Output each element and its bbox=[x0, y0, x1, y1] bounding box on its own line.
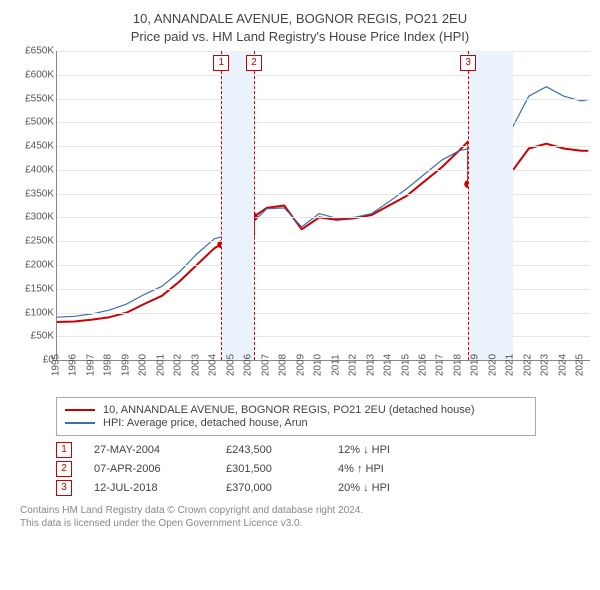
y-tick-label: £50K bbox=[31, 331, 54, 342]
x-tick-label: 1995 bbox=[51, 354, 62, 376]
x-tick-label: 2006 bbox=[243, 354, 254, 376]
title-line2: Price paid vs. HM Land Registry's House … bbox=[10, 28, 590, 46]
x-axis: 1995199619971998199920002001200220032004… bbox=[56, 363, 590, 391]
x-tick-label: 2000 bbox=[138, 354, 149, 376]
event-date: 27-MAY-2004 bbox=[94, 444, 204, 456]
x-tick-label: 1998 bbox=[103, 354, 114, 376]
event-row: 1 27-MAY-2004 £243,500 12% ↓ HPI bbox=[56, 442, 590, 458]
x-tick-label: 2002 bbox=[173, 354, 184, 376]
y-tick-label: £300K bbox=[25, 212, 54, 223]
legend-label: 10, ANNANDALE AVENUE, BOGNOR REGIS, PO21… bbox=[103, 404, 475, 416]
x-tick-label: 1997 bbox=[85, 354, 96, 376]
x-tick-label: 2013 bbox=[365, 354, 376, 376]
legend-swatch bbox=[65, 409, 95, 411]
legend-item: HPI: Average price, detached house, Arun bbox=[65, 417, 527, 429]
footer-line2: This data is licensed under the Open Gov… bbox=[20, 517, 590, 530]
legend-item: 10, ANNANDALE AVENUE, BOGNOR REGIS, PO21… bbox=[65, 404, 527, 416]
x-tick-label: 2014 bbox=[383, 354, 394, 376]
x-tick-label: 2007 bbox=[260, 354, 271, 376]
sale-marker-badge: 3 bbox=[460, 55, 476, 71]
legend-swatch bbox=[65, 422, 95, 424]
event-diff: 20% ↓ HPI bbox=[338, 482, 438, 494]
highlight-band bbox=[221, 51, 254, 360]
x-tick-label: 2012 bbox=[348, 354, 359, 376]
x-tick-label: 2003 bbox=[190, 354, 201, 376]
x-tick-label: 2021 bbox=[505, 354, 516, 376]
x-tick-label: 2020 bbox=[487, 354, 498, 376]
y-tick-label: £450K bbox=[25, 141, 54, 152]
x-tick-label: 2015 bbox=[400, 354, 411, 376]
event-date: 07-APR-2006 bbox=[94, 463, 204, 475]
chart-container: 10, ANNANDALE AVENUE, BOGNOR REGIS, PO21… bbox=[0, 0, 600, 538]
legend-label: HPI: Average price, detached house, Arun bbox=[103, 417, 308, 429]
event-diff: 12% ↓ HPI bbox=[338, 444, 438, 456]
event-price: £301,500 bbox=[226, 463, 316, 475]
event-badge: 1 bbox=[56, 442, 72, 458]
footer: Contains HM Land Registry data © Crown c… bbox=[20, 504, 590, 530]
y-tick-label: £100K bbox=[25, 307, 54, 318]
x-tick-label: 2001 bbox=[155, 354, 166, 376]
event-price: £370,000 bbox=[226, 482, 316, 494]
legend: 10, ANNANDALE AVENUE, BOGNOR REGIS, PO21… bbox=[56, 397, 536, 436]
y-tick-label: £650K bbox=[25, 46, 54, 57]
y-tick-label: £250K bbox=[25, 236, 54, 247]
titles: 10, ANNANDALE AVENUE, BOGNOR REGIS, PO21… bbox=[10, 10, 590, 45]
x-tick-label: 2004 bbox=[208, 354, 219, 376]
x-tick-label: 2018 bbox=[452, 354, 463, 376]
x-tick-label: 2022 bbox=[522, 354, 533, 376]
sale-marker-badge: 1 bbox=[213, 55, 229, 71]
x-tick-label: 2010 bbox=[313, 354, 324, 376]
highlight-band bbox=[468, 51, 513, 360]
y-axis: £0£50K£100K£150K£200K£250K£300K£350K£400… bbox=[10, 51, 56, 361]
x-tick-label: 2009 bbox=[295, 354, 306, 376]
x-tick-label: 1996 bbox=[68, 354, 79, 376]
x-tick-label: 2005 bbox=[225, 354, 236, 376]
event-date: 12-JUL-2018 bbox=[94, 482, 204, 494]
event-price: £243,500 bbox=[226, 444, 316, 456]
event-diff: 4% ↑ HPI bbox=[338, 463, 438, 475]
events-table: 1 27-MAY-2004 £243,500 12% ↓ HPI 2 07-APR-200… bbox=[56, 442, 590, 496]
sale-marker-line bbox=[221, 51, 222, 360]
event-row: 3 12-JUL-2018 £370,000 20% ↓ HPI bbox=[56, 480, 590, 496]
x-tick-label: 2023 bbox=[540, 354, 551, 376]
y-tick-label: £600K bbox=[25, 69, 54, 80]
sale-marker-badge: 2 bbox=[246, 55, 262, 71]
sale-marker-line bbox=[254, 51, 255, 360]
y-tick-label: £400K bbox=[25, 164, 54, 175]
y-tick-label: £550K bbox=[25, 93, 54, 104]
y-tick-label: £150K bbox=[25, 283, 54, 294]
title-line1: 10, ANNANDALE AVENUE, BOGNOR REGIS, PO21… bbox=[10, 10, 590, 28]
y-tick-label: £500K bbox=[25, 117, 54, 128]
event-badge: 3 bbox=[56, 480, 72, 496]
x-tick-label: 2008 bbox=[278, 354, 289, 376]
footer-line1: Contains HM Land Registry data © Crown c… bbox=[20, 504, 590, 517]
x-tick-label: 2019 bbox=[470, 354, 481, 376]
event-row: 2 07-APR-2006 £301,500 4% ↑ HPI bbox=[56, 461, 590, 477]
sale-marker-line bbox=[468, 51, 469, 360]
y-tick-label: £200K bbox=[25, 260, 54, 271]
x-tick-label: 2017 bbox=[435, 354, 446, 376]
chart-area: £0£50K£100K£150K£200K£250K£300K£350K£400… bbox=[10, 51, 590, 391]
x-tick-label: 2016 bbox=[417, 354, 428, 376]
x-tick-label: 2024 bbox=[557, 354, 568, 376]
x-tick-label: 2011 bbox=[330, 354, 341, 376]
y-tick-label: £350K bbox=[25, 188, 54, 199]
x-tick-label: 2025 bbox=[575, 354, 586, 376]
x-tick-label: 1999 bbox=[120, 354, 131, 376]
event-badge: 2 bbox=[56, 461, 72, 477]
plot-area: 1 2 3 bbox=[56, 51, 590, 361]
